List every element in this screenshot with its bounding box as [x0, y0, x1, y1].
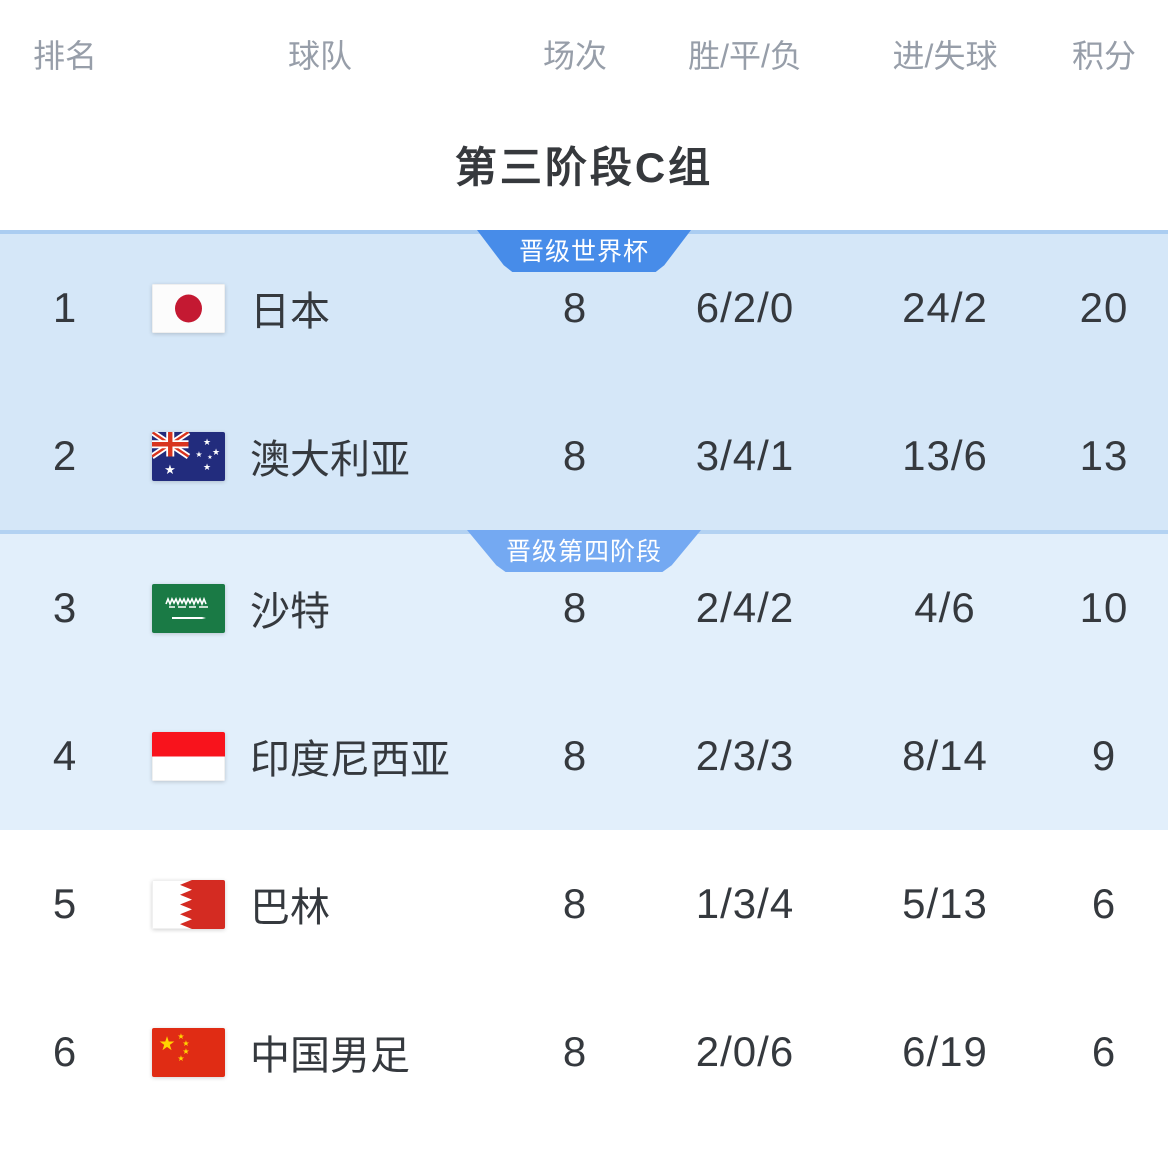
rank-cell: 6: [52, 1028, 78, 1075]
bahrain-flag-icon: [152, 879, 225, 929]
points-cell: 6: [1091, 1028, 1117, 1075]
goals-cell: 4/6: [914, 584, 976, 631]
points-cell: 13: [1079, 432, 1129, 479]
section-qualified-world-cup: 晋级世界杯 1 日本 8 6/2/0 24/2 20 2: [0, 230, 1168, 530]
team-name: 澳大利亚: [250, 438, 410, 482]
wdl-cell: 3/4/1: [695, 432, 795, 479]
played-cell: 8: [562, 1028, 588, 1075]
wdl-cell: 1/3/4: [695, 880, 795, 927]
wdl-cell: 2/4/2: [695, 584, 795, 631]
section-eliminated: 5 巴林 8 1/3/4 5/13 6 6 ★ ★ ★ ★: [0, 830, 1168, 1130]
japan-flag-icon: [152, 283, 225, 333]
group-title: 第三阶段C组: [454, 143, 714, 191]
column-header-played: 场次: [542, 38, 607, 74]
column-header-team: 球队: [287, 38, 352, 74]
goals-cell: 8/14: [902, 732, 988, 779]
svg-text:★: ★: [182, 1039, 189, 1048]
points-cell: 10: [1079, 584, 1129, 631]
table-row[interactable]: 3 沙特 8 2/4/2 4/6 10: [0, 534, 1168, 682]
wdl-cell: 2/3/3: [695, 732, 795, 779]
team-name: 中国男足: [250, 1034, 410, 1078]
team-cell: 沙特: [130, 579, 510, 637]
wdl-cell: 6/2/0: [695, 284, 795, 331]
played-cell: 8: [562, 732, 588, 779]
goals-cell: 13/6: [902, 432, 988, 479]
promotion-badge-world-cup: 晋级世界杯: [477, 230, 691, 272]
rank-cell: 1: [52, 284, 78, 331]
svg-text:★: ★: [212, 447, 220, 457]
team-cell: 巴林: [130, 875, 510, 933]
china-flag-icon: ★ ★ ★ ★ ★: [152, 1027, 225, 1077]
points-cell: 9: [1091, 732, 1117, 779]
svg-text:★: ★: [164, 462, 176, 477]
points-cell: 6: [1091, 880, 1117, 927]
indonesia-flag-icon: [152, 731, 225, 781]
table-row[interactable]: 1 日本 8 6/2/0 24/2 20: [0, 234, 1168, 382]
svg-text:★: ★: [207, 454, 212, 461]
svg-text:★: ★: [177, 1054, 184, 1063]
goals-cell: 6/19: [902, 1028, 988, 1075]
column-header-points: 积分: [1071, 38, 1136, 74]
svg-text:★: ★: [195, 450, 202, 459]
svg-text:★: ★: [182, 1047, 189, 1056]
table-row[interactable]: 4 印度尼西亚 8 2/3/3 8/14 9: [0, 682, 1168, 830]
section-fourth-stage: 晋级第四阶段 3 沙特 8 2/4/2 4/6 10 4: [0, 530, 1168, 830]
team-cell: ★ ★ ★ ★ ★ 中国男足: [130, 1023, 510, 1081]
wdl-cell: 2/0/6: [695, 1028, 795, 1075]
played-cell: 8: [562, 584, 588, 631]
table-header: 排名 球队 场次 胜/平/负 进/失球 积分: [0, 0, 1168, 80]
played-cell: 8: [562, 284, 588, 331]
column-header-goals: 进/失球: [892, 38, 998, 74]
team-name: 巴林: [250, 886, 330, 930]
column-header-rank: 排名: [32, 38, 97, 74]
goals-cell: 24/2: [902, 284, 988, 331]
svg-text:★: ★: [158, 1034, 175, 1055]
rank-cell: 3: [52, 584, 78, 631]
goals-cell: 5/13: [902, 880, 988, 927]
team-cell: ★ ★ ★ ★ ★ ★ 澳大利亚: [130, 427, 510, 485]
svg-text:★: ★: [203, 462, 211, 472]
rank-cell: 2: [52, 432, 78, 479]
saudi-flag-icon: [152, 583, 225, 633]
promotion-badge-fourth-stage: 晋级第四阶段: [467, 530, 701, 572]
team-name: 印度尼西亚: [250, 738, 450, 782]
column-header-wdl: 胜/平/负: [688, 38, 802, 74]
table-row[interactable]: 2 ★ ★ ★ ★ ★ ★: [0, 382, 1168, 530]
team-name: 沙特: [250, 590, 330, 634]
table-row[interactable]: 5 巴林 8 1/3/4 5/13 6: [0, 830, 1168, 978]
played-cell: 8: [562, 432, 588, 479]
team-name: 日本: [250, 290, 330, 334]
rank-cell: 5: [52, 880, 78, 927]
table-row[interactable]: 6 ★ ★ ★ ★ ★ 中国男足 8 2/0/6 6/19 6: [0, 978, 1168, 1126]
australia-flag-icon: ★ ★ ★ ★ ★ ★: [152, 431, 225, 481]
rank-cell: 4: [52, 732, 78, 779]
played-cell: 8: [562, 880, 588, 927]
points-cell: 20: [1079, 284, 1129, 331]
team-cell: 印度尼西亚: [130, 727, 510, 785]
team-cell: 日本: [130, 279, 510, 337]
svg-text:★: ★: [203, 437, 211, 447]
svg-text:★: ★: [177, 1032, 184, 1041]
